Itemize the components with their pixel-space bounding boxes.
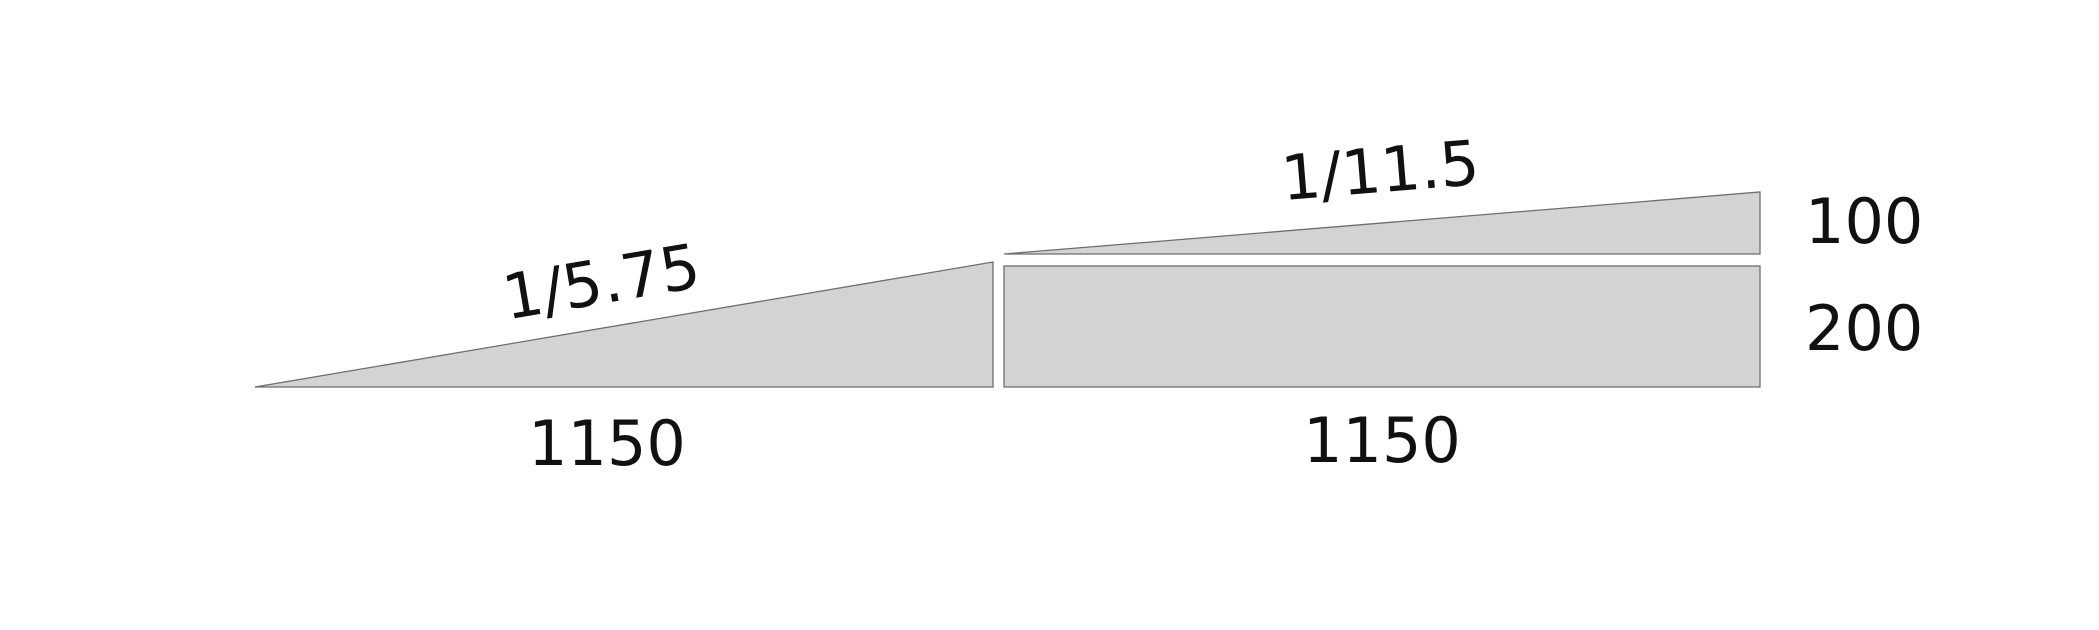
upper-height-label: 100 (1805, 185, 1923, 258)
right-slope-label: 1/11.5 (1278, 126, 1482, 215)
right-ramp-wedge (1003, 191, 1761, 255)
right-length-label: 1150 (1303, 404, 1461, 477)
left-length-label: 1150 (528, 407, 686, 480)
lower-height-label: 200 (1805, 292, 1923, 365)
left-ramp-wedge (254, 261, 994, 388)
right-base-block (1003, 265, 1761, 388)
